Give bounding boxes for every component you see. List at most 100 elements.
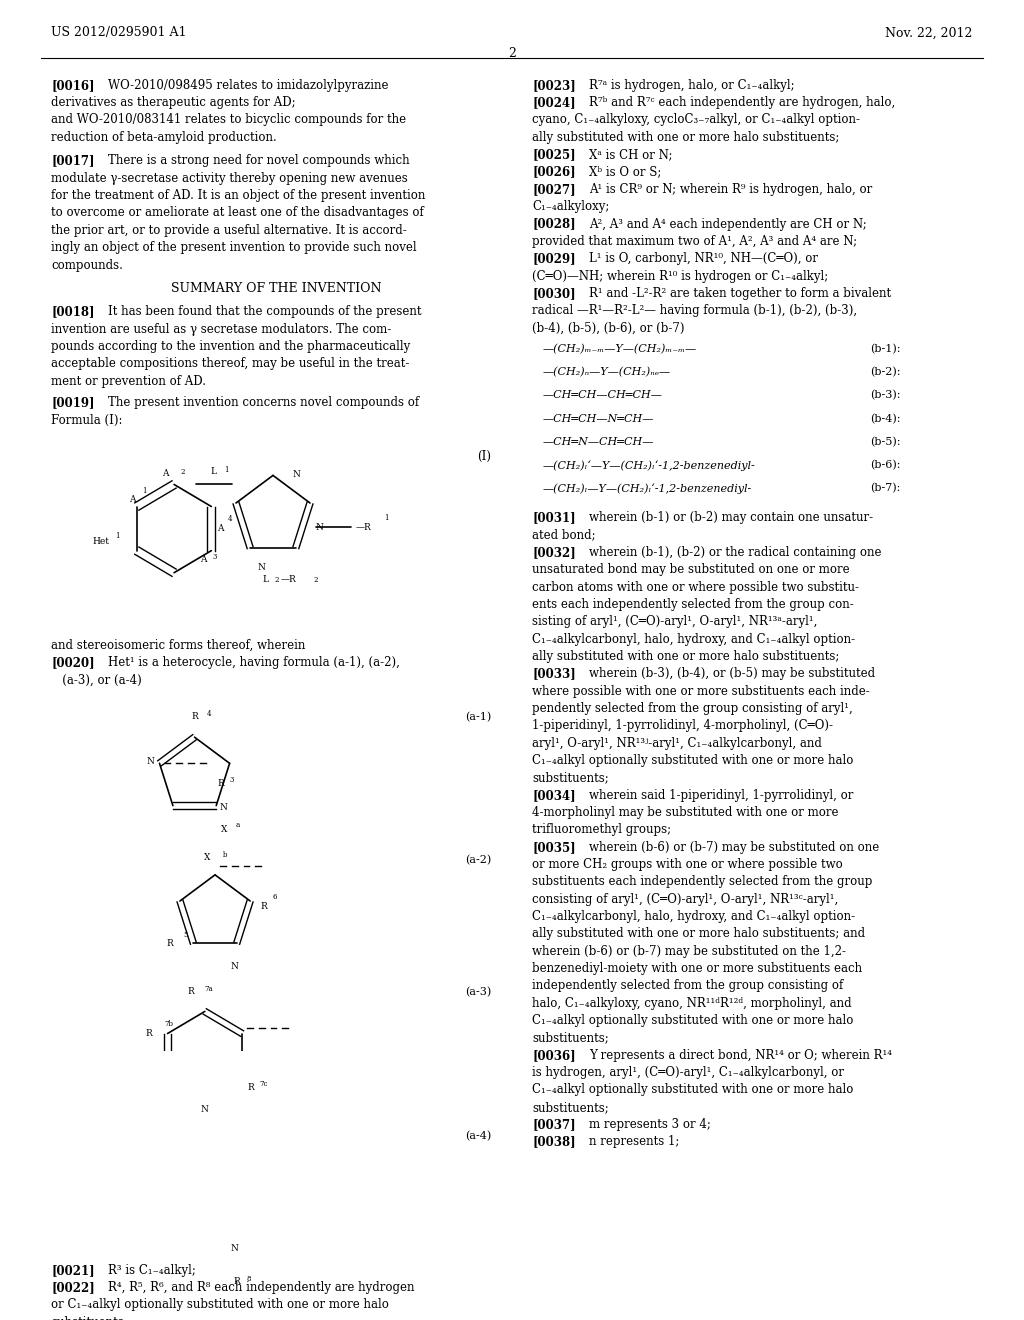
Text: [0038]: [0038] (532, 1135, 577, 1148)
Text: independently selected from the group consisting of: independently selected from the group co… (532, 979, 844, 993)
Text: 1-piperidinyl, 1-pyrrolidinyl, 4-morpholinyl, (C═O)-: 1-piperidinyl, 1-pyrrolidinyl, 4-morphol… (532, 719, 834, 733)
Text: C₁₋₄alkyl optionally substituted with one or more halo: C₁₋₄alkyl optionally substituted with on… (532, 754, 854, 767)
Text: [0025]: [0025] (532, 148, 577, 161)
Text: R: R (218, 779, 224, 788)
Text: 1: 1 (141, 487, 146, 495)
Text: 7b: 7b (165, 1020, 173, 1028)
Text: R⁴, R⁵, R⁶, and R⁸ each independently are hydrogen: R⁴, R⁵, R⁶, and R⁸ each independently ar… (108, 1280, 414, 1294)
Text: 1: 1 (224, 466, 228, 474)
Text: [0029]: [0029] (532, 252, 577, 265)
Text: —CH═N—CH═CH—: —CH═N—CH═CH— (543, 437, 654, 446)
Text: trifluoromethyl groups;: trifluoromethyl groups; (532, 824, 672, 837)
Text: 7a: 7a (205, 985, 214, 993)
Text: [0021]: [0021] (51, 1263, 95, 1276)
Text: Formula (I):: Formula (I): (51, 413, 123, 426)
Text: N: N (315, 523, 324, 532)
Text: wherein (b-6) or (b-7) may be substituted on one: wherein (b-6) or (b-7) may be substitute… (589, 841, 879, 854)
Text: aryl¹, O-aryl¹, NR¹³ʲ-aryl¹, C₁₋₄alkylcarbonyl, and: aryl¹, O-aryl¹, NR¹³ʲ-aryl¹, C₁₋₄alkylca… (532, 737, 822, 750)
Text: R⁷ᵃ is hydrogen, halo, or C₁₋₄alkyl;: R⁷ᵃ is hydrogen, halo, or C₁₋₄alkyl; (589, 79, 795, 92)
Text: wherein (b-1) or (b-2) may contain one unsatur-: wherein (b-1) or (b-2) may contain one u… (589, 511, 872, 524)
Text: It has been found that the compounds of the present: It has been found that the compounds of … (108, 305, 421, 318)
Text: N: N (257, 564, 265, 573)
Text: (a-2): (a-2) (465, 855, 492, 865)
Text: 4-morpholinyl may be substituted with one or more: 4-morpholinyl may be substituted with on… (532, 807, 839, 818)
Text: ated bond;: ated bond; (532, 528, 596, 541)
Text: R: R (247, 1082, 254, 1092)
Text: Het: Het (92, 537, 110, 546)
Text: (b-4), (b-5), (b-6), or (b-7): (b-4), (b-5), (b-6), or (b-7) (532, 322, 685, 334)
Text: wherein (b-3), (b-4), or (b-5) may be substituted: wherein (b-3), (b-4), or (b-5) may be su… (589, 668, 874, 680)
Text: 2: 2 (180, 467, 185, 475)
Text: [0028]: [0028] (532, 218, 577, 231)
Text: N: N (146, 756, 155, 766)
Text: [0027]: [0027] (532, 183, 577, 195)
Text: m represents 3 or 4;: m represents 3 or 4; (589, 1118, 711, 1131)
Text: A: A (200, 556, 207, 564)
Text: [0017]: [0017] (51, 154, 94, 168)
Text: substituents each independently selected from the group: substituents each independently selected… (532, 875, 872, 888)
Text: 1: 1 (385, 513, 389, 523)
Text: N: N (219, 804, 227, 812)
Text: [0023]: [0023] (532, 79, 577, 92)
Text: and stereoisomeric forms thereof, wherein: and stereoisomeric forms thereof, wherei… (51, 639, 305, 652)
Text: [0036]: [0036] (532, 1049, 577, 1061)
Text: (a-3), or (a-4): (a-3), or (a-4) (51, 673, 142, 686)
Text: R: R (233, 1278, 240, 1287)
Text: a: a (236, 821, 240, 829)
Text: radical —R¹—R²-L²— having formula (b-1), (b-2), (b-3),: radical —R¹—R²-L²— having formula (b-1),… (532, 304, 858, 317)
Text: R: R (260, 902, 267, 911)
Text: ents each independently selected from the group con-: ents each independently selected from th… (532, 598, 854, 611)
Text: to overcome or ameliorate at least one of the disadvantages of: to overcome or ameliorate at least one o… (51, 206, 424, 219)
Text: and WO-2010/083141 relates to bicyclic compounds for the: and WO-2010/083141 relates to bicyclic c… (51, 114, 407, 127)
Text: SUMMARY OF THE INVENTION: SUMMARY OF THE INVENTION (171, 282, 382, 296)
Text: where possible with one or more substituents each inde-: where possible with one or more substitu… (532, 685, 870, 698)
Text: ally substituted with one or more halo substituents;: ally substituted with one or more halo s… (532, 131, 840, 144)
Text: [0037]: [0037] (532, 1118, 577, 1131)
Text: US 2012/0295901 A1: US 2012/0295901 A1 (51, 26, 186, 40)
Text: [0032]: [0032] (532, 546, 577, 558)
Text: substituents;: substituents; (51, 1316, 128, 1320)
Text: R⁷ᵇ and R⁷ᶜ each independently are hydrogen, halo,: R⁷ᵇ and R⁷ᶜ each independently are hydro… (589, 96, 895, 110)
Text: C₁₋₄alkyl optionally substituted with one or more halo: C₁₋₄alkyl optionally substituted with on… (532, 1084, 854, 1097)
Text: modulate γ-secretase activity thereby opening new avenues: modulate γ-secretase activity thereby op… (51, 172, 408, 185)
Text: Het¹ is a heterocycle, having formula (a-1), (a-2),: Het¹ is a heterocycle, having formula (a… (108, 656, 399, 669)
Text: A¹ is CR⁹ or N; wherein R⁹ is hydrogen, halo, or: A¹ is CR⁹ or N; wherein R⁹ is hydrogen, … (589, 183, 872, 195)
Text: consisting of aryl¹, (C═O)-aryl¹, O-aryl¹, NR¹³ᶜ-aryl¹,: consisting of aryl¹, (C═O)-aryl¹, O-aryl… (532, 892, 839, 906)
Text: substituents;: substituents; (532, 1031, 609, 1044)
Text: derivatives as therapeutic agents for AD;: derivatives as therapeutic agents for AD… (51, 96, 296, 110)
Text: R: R (166, 939, 173, 948)
Text: C₁₋₄alkylcarbonyl, halo, hydroxy, and C₁₋₄alkyl option-: C₁₋₄alkylcarbonyl, halo, hydroxy, and C₁… (532, 909, 856, 923)
Text: 6: 6 (272, 894, 278, 902)
Text: [0016]: [0016] (51, 79, 94, 92)
Text: halo, C₁₋₄alkyloxy, cyano, NR¹¹ᵈR¹²ᵈ, morpholinyl, and: halo, C₁₋₄alkyloxy, cyano, NR¹¹ᵈR¹²ᵈ, mo… (532, 997, 852, 1010)
Text: (b-2):: (b-2): (870, 367, 901, 378)
Text: substituents;: substituents; (532, 1101, 609, 1114)
Text: [0018]: [0018] (51, 305, 94, 318)
Text: 4: 4 (207, 710, 211, 718)
Text: (b-1):: (b-1): (870, 345, 901, 355)
Text: (b-6):: (b-6): (870, 459, 901, 470)
Text: the prior art, or to provide a useful alternative. It is accord-: the prior art, or to provide a useful al… (51, 224, 407, 236)
Text: Y represents a direct bond, NR¹⁴ or O; wherein R¹⁴: Y represents a direct bond, NR¹⁴ or O; w… (589, 1049, 892, 1061)
Text: The present invention concerns novel compounds of: The present invention concerns novel com… (108, 396, 419, 409)
Text: [0020]: [0020] (51, 656, 95, 669)
Text: 7c: 7c (259, 1080, 268, 1088)
Text: R: R (191, 713, 198, 722)
Text: [0030]: [0030] (532, 286, 577, 300)
Text: is hydrogen, aryl¹, (C═O)-aryl¹, C₁₋₄alkylcarbonyl, or: is hydrogen, aryl¹, (C═O)-aryl¹, C₁₋₄alk… (532, 1067, 845, 1080)
Text: (a-1): (a-1) (465, 711, 492, 722)
Text: A: A (129, 495, 135, 504)
Text: (b-3):: (b-3): (870, 391, 901, 401)
Text: (b-4):: (b-4): (870, 413, 901, 424)
Text: —(CH₂)ₘ₋ₘ—Y—(CH₂)ₘ₋ₘ—: —(CH₂)ₘ₋ₘ—Y—(CH₂)ₘ₋ₘ— (543, 345, 697, 355)
Text: 2: 2 (313, 577, 317, 585)
Text: 3: 3 (213, 553, 217, 561)
Text: X: X (221, 825, 227, 833)
Text: —(CH₂)ₗ‘—Y—(CH₂)ₗ‘-1,2-benzenediyl-: —(CH₂)ₗ‘—Y—(CH₂)ₗ‘-1,2-benzenediyl- (543, 459, 756, 470)
Text: 1: 1 (115, 532, 119, 540)
Text: acceptable compositions thereof, may be useful in the treat-: acceptable compositions thereof, may be … (51, 358, 410, 371)
Text: (b-5):: (b-5): (870, 437, 901, 447)
Text: —(CH₂)ₗ—Y—(CH₂)ₗ‘-1,2-benzenediyl-: —(CH₂)ₗ—Y—(CH₂)ₗ‘-1,2-benzenediyl- (543, 483, 752, 494)
Text: A: A (217, 524, 223, 533)
Text: L: L (262, 576, 268, 585)
